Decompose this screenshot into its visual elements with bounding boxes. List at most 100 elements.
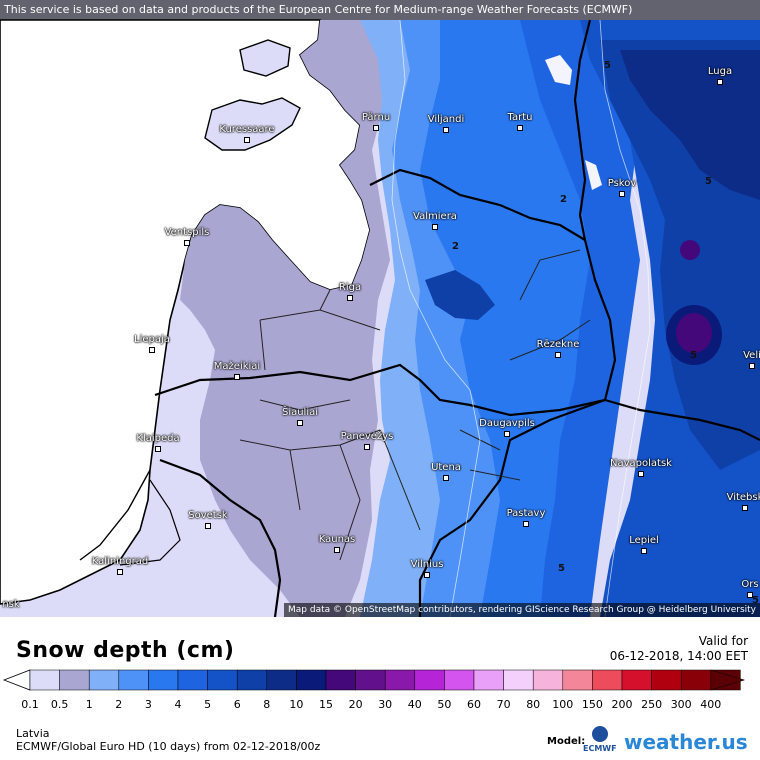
legend-tick-label: 20 <box>348 698 363 711</box>
city-marker <box>749 363 755 369</box>
city-marker <box>443 475 449 481</box>
city-marker <box>424 572 430 578</box>
contour-label: 2 <box>452 241 459 252</box>
city-marker <box>347 295 353 301</box>
border-belarus-russia <box>604 398 760 441</box>
city-marker <box>244 137 250 143</box>
legend-swatch <box>325 669 356 691</box>
legend-tick-label: 5 <box>204 698 212 711</box>
legend-tick-label: 300 <box>670 698 692 711</box>
city-label-luga: Luga <box>707 66 733 77</box>
city-label-edge: nsk <box>2 599 20 610</box>
zone-0.5 <box>180 20 390 617</box>
zone-15-blob-small <box>680 240 700 260</box>
city-label-klaipeda: Klaipeda <box>136 433 180 444</box>
city-marker <box>155 446 161 452</box>
city-label-liepaja: Liepaja <box>134 334 170 345</box>
legend-high-arrow <box>710 669 746 691</box>
city-label-panevezys: Panevėžys <box>340 431 394 442</box>
zone-15-blob <box>676 313 712 353</box>
snow-depth-map: This service is based on data and produc… <box>0 0 760 617</box>
legend-tick-label: 2 <box>115 698 123 711</box>
legend-tick-label: 15 <box>319 698 333 711</box>
city-marker <box>373 125 379 131</box>
legend-swatch <box>651 669 682 691</box>
legend-tick-label: 50 <box>437 698 452 711</box>
city-label-pskov: Pskov <box>607 178 637 189</box>
border-latvia-lithuania <box>154 363 606 417</box>
legend-tick-label: 10 <box>289 698 304 711</box>
city-label-valmiera: Valmiera <box>413 211 457 222</box>
city-marker <box>555 352 561 358</box>
city-marker <box>234 374 240 380</box>
legend-swatch <box>148 669 179 691</box>
valid-time: 06-12-2018, 14:00 EET <box>609 649 748 663</box>
hiiumaa-island <box>239 39 291 77</box>
contour-label: 5 <box>558 563 565 574</box>
white-patch-2 <box>585 160 602 190</box>
city-label-kuressaare: Kuressaare <box>219 124 275 135</box>
city-label-lepiel: Lepiel <box>629 535 659 546</box>
legend-swatch <box>88 669 120 691</box>
city-marker <box>717 79 723 85</box>
patch-blue <box>425 270 495 320</box>
legend-tick-label: 200 <box>611 698 633 711</box>
contour-label: 5 <box>690 350 697 361</box>
legend-tick-label: 70 <box>496 698 511 711</box>
contour-label: 5 <box>705 176 712 187</box>
city-label-ventspils: Ventspils <box>164 227 210 238</box>
city-marker <box>149 347 155 353</box>
city-label-orsha: Ors <box>741 579 759 590</box>
region-name: Latvia <box>16 727 50 740</box>
city-marker <box>517 125 523 131</box>
legend-tick-label: 6 <box>233 698 241 711</box>
ecmwf-swirl-icon <box>592 726 608 742</box>
legend-swatch <box>29 669 60 691</box>
contour-label: 5 <box>752 595 759 606</box>
legend-swatch <box>177 669 208 691</box>
border-kaliningrad <box>159 458 282 617</box>
legend-tick-label: 60 <box>467 698 481 711</box>
city-marker <box>523 521 529 527</box>
legend-tick-label: 0.1 <box>21 698 39 711</box>
legend-swatch <box>207 669 238 691</box>
white-patch <box>545 55 572 85</box>
legend-swatch <box>266 669 297 691</box>
border-lithuania-belarus <box>418 398 606 617</box>
contour-2 <box>391 19 481 617</box>
legend-swatch <box>236 669 268 691</box>
legend-tick-label: 150 <box>581 698 603 711</box>
city-marker <box>443 127 449 133</box>
city-marker <box>297 420 303 426</box>
contour-5 <box>599 19 651 617</box>
legend-tick-label: 80 <box>526 698 541 711</box>
city-label-navapolatsk: Navapolatsk <box>610 458 672 469</box>
city-label-viljandi: Viljandi <box>427 114 465 125</box>
weather-us-logo[interactable]: weather.us <box>624 730 748 754</box>
legend-swatch <box>414 669 445 691</box>
legend-tick-label: 400 <box>700 698 722 711</box>
city-label-vilnius: Vilnius <box>410 559 444 570</box>
legend-swatch <box>384 669 416 691</box>
legend-swatch <box>355 669 386 691</box>
map-canvas <box>0 0 760 617</box>
legend-tick-label: 250 <box>641 698 663 711</box>
legend-tick-label: 3 <box>144 698 152 711</box>
brand-main: weather. <box>624 730 722 754</box>
model-label: Model: <box>547 736 586 747</box>
legend-tick-label: 8 <box>263 698 271 711</box>
legend-tick-label: 4 <box>174 698 182 711</box>
legend-swatch <box>503 669 534 691</box>
map-attribution[interactable]: Map data © OpenStreetMap contributors, r… <box>284 603 760 617</box>
legend-swatch <box>473 669 504 691</box>
legend-swatch <box>592 669 623 691</box>
city-label-daugavpils: Daugavpils <box>479 418 535 429</box>
city-marker <box>504 431 510 437</box>
legend-swatch <box>444 669 475 691</box>
color-scale-legend <box>2 669 746 691</box>
city-label-rezekne: Rēzekne <box>536 339 580 350</box>
brand-accent: us <box>721 730 748 754</box>
contour-label: 5 <box>604 60 611 71</box>
city-marker <box>432 224 438 230</box>
legend-swatch <box>621 669 652 691</box>
